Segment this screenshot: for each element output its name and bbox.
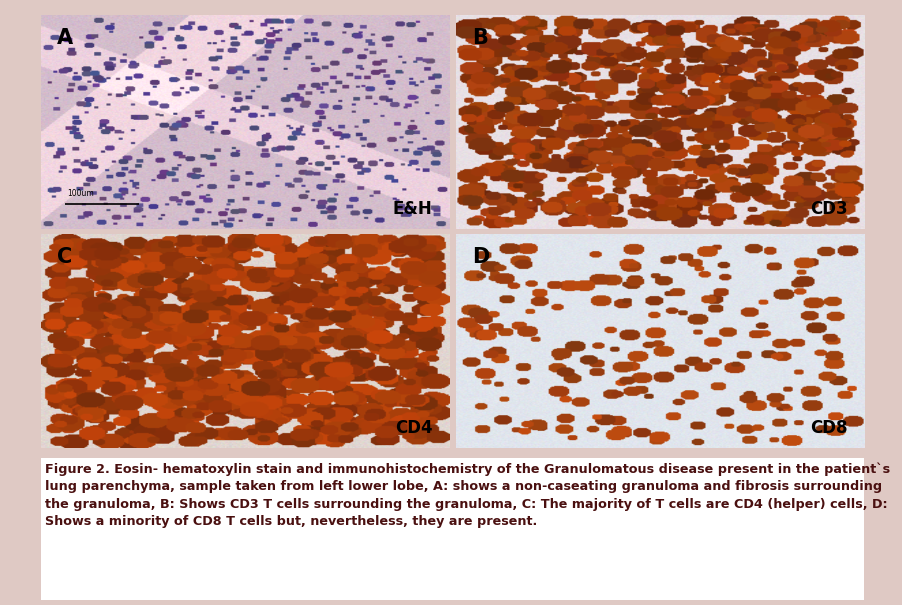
Text: B: B: [472, 28, 488, 48]
Text: Figure 2. Eosin- hematoxylin stain and immunohistochemistry of the Granulomatous: Figure 2. Eosin- hematoxylin stain and i…: [45, 462, 889, 528]
Text: 100um: 100um: [67, 189, 94, 198]
Text: A: A: [57, 28, 73, 48]
Text: CD3: CD3: [809, 200, 847, 218]
Text: C: C: [57, 247, 72, 267]
Text: CD8: CD8: [809, 419, 847, 437]
Text: CD4: CD4: [394, 419, 432, 437]
Text: E&H: E&H: [392, 200, 432, 218]
Text: D: D: [472, 247, 489, 267]
